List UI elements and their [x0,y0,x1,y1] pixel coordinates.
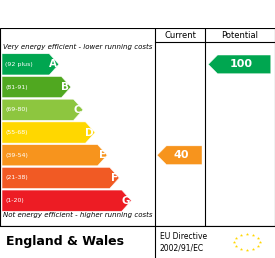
Text: Very energy efficient - lower running costs: Very energy efficient - lower running co… [3,44,152,50]
Text: F: F [111,173,118,183]
Text: 2002/91/EC: 2002/91/EC [160,244,204,253]
Text: (55-68): (55-68) [5,130,28,135]
Text: C: C [74,105,81,115]
Polygon shape [208,55,271,74]
Text: EU Directive: EU Directive [160,232,207,241]
Polygon shape [2,167,119,189]
Text: (69-80): (69-80) [5,107,28,112]
Text: Current: Current [164,30,196,39]
Text: 40: 40 [173,150,189,160]
Text: Energy Efficiency Rating: Energy Efficiency Rating [36,6,239,21]
Polygon shape [2,99,83,120]
Polygon shape [2,76,71,98]
Polygon shape [157,146,202,165]
Text: (21-38): (21-38) [5,175,28,180]
Text: Not energy efficient - higher running costs: Not energy efficient - higher running co… [3,212,153,218]
Text: (39-54): (39-54) [5,153,28,158]
Text: A: A [49,59,57,69]
Text: (81-91): (81-91) [5,85,28,90]
Text: (92 plus): (92 plus) [5,62,33,67]
Text: G: G [121,196,130,206]
Text: 100: 100 [229,59,252,69]
Text: England & Wales: England & Wales [6,236,124,248]
Polygon shape [2,54,59,75]
Text: (1-20): (1-20) [5,198,24,203]
Polygon shape [2,144,107,166]
Text: B: B [61,82,69,92]
Text: D: D [85,127,94,138]
Polygon shape [2,122,95,143]
Text: E: E [98,150,106,160]
Polygon shape [2,190,131,211]
Text: Potential: Potential [221,30,258,39]
